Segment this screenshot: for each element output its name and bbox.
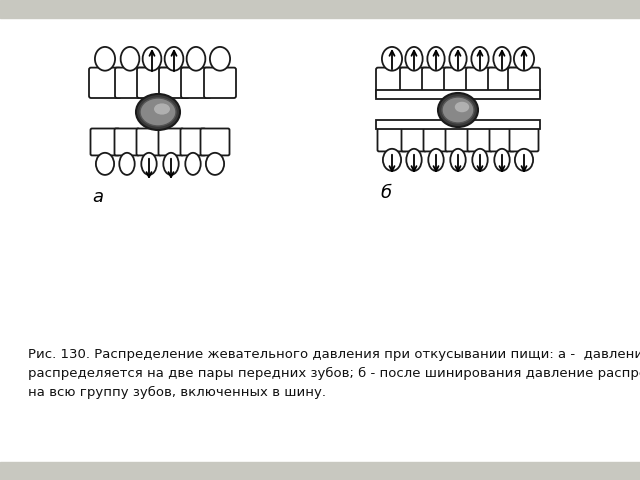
Ellipse shape <box>471 47 489 71</box>
Ellipse shape <box>515 149 533 171</box>
Text: Рис. 130. Распределение жевательного давления при откусывании пищи: а -  давлени: Рис. 130. Распределение жевательного дав… <box>28 348 640 361</box>
FancyBboxPatch shape <box>180 129 205 156</box>
FancyBboxPatch shape <box>400 68 428 98</box>
FancyBboxPatch shape <box>509 124 538 151</box>
Bar <box>0 0 640 18</box>
FancyBboxPatch shape <box>159 68 189 98</box>
FancyBboxPatch shape <box>200 129 230 156</box>
Ellipse shape <box>406 149 422 171</box>
FancyBboxPatch shape <box>467 124 493 151</box>
Ellipse shape <box>428 47 445 71</box>
FancyBboxPatch shape <box>444 68 472 98</box>
Text: б: б <box>380 184 391 202</box>
Ellipse shape <box>494 149 509 171</box>
Ellipse shape <box>136 94 180 130</box>
Ellipse shape <box>428 149 444 171</box>
Ellipse shape <box>210 47 230 71</box>
FancyBboxPatch shape <box>378 124 406 151</box>
Ellipse shape <box>164 47 184 71</box>
FancyBboxPatch shape <box>490 124 515 151</box>
Bar <box>0 462 640 480</box>
Bar <box>376 120 540 129</box>
Ellipse shape <box>382 47 402 71</box>
Ellipse shape <box>449 47 467 71</box>
FancyBboxPatch shape <box>424 124 449 151</box>
FancyBboxPatch shape <box>90 129 120 156</box>
FancyBboxPatch shape <box>137 68 167 98</box>
FancyBboxPatch shape <box>159 129 184 156</box>
Ellipse shape <box>451 149 466 171</box>
Ellipse shape <box>455 102 469 112</box>
Ellipse shape <box>141 153 157 175</box>
FancyBboxPatch shape <box>115 68 145 98</box>
Ellipse shape <box>514 47 534 71</box>
Ellipse shape <box>405 47 422 71</box>
Text: на всю группу зубов, включенных в шину.: на всю группу зубов, включенных в шину. <box>28 386 326 399</box>
Ellipse shape <box>186 153 201 175</box>
Ellipse shape <box>383 149 401 171</box>
Ellipse shape <box>120 47 140 71</box>
FancyBboxPatch shape <box>445 124 470 151</box>
Ellipse shape <box>472 149 488 171</box>
FancyBboxPatch shape <box>181 68 211 98</box>
FancyBboxPatch shape <box>488 68 516 98</box>
Ellipse shape <box>119 153 134 175</box>
Ellipse shape <box>140 98 176 126</box>
FancyBboxPatch shape <box>401 124 426 151</box>
Ellipse shape <box>96 153 114 175</box>
FancyBboxPatch shape <box>422 68 450 98</box>
Ellipse shape <box>438 93 478 127</box>
FancyBboxPatch shape <box>136 129 161 156</box>
Bar <box>376 89 540 98</box>
FancyBboxPatch shape <box>115 129 140 156</box>
Ellipse shape <box>206 153 224 175</box>
FancyBboxPatch shape <box>376 68 408 98</box>
Text: распределяется на две пары передних зубов; б - после шинирования давление распре: распределяется на две пары передних зубо… <box>28 367 640 380</box>
Ellipse shape <box>95 47 115 71</box>
FancyBboxPatch shape <box>89 68 121 98</box>
Ellipse shape <box>154 103 170 115</box>
Text: а: а <box>92 188 103 206</box>
Ellipse shape <box>163 153 179 175</box>
FancyBboxPatch shape <box>466 68 494 98</box>
Ellipse shape <box>442 97 474 123</box>
Ellipse shape <box>493 47 511 71</box>
Ellipse shape <box>187 47 205 71</box>
FancyBboxPatch shape <box>204 68 236 98</box>
FancyBboxPatch shape <box>508 68 540 98</box>
Ellipse shape <box>143 47 161 71</box>
